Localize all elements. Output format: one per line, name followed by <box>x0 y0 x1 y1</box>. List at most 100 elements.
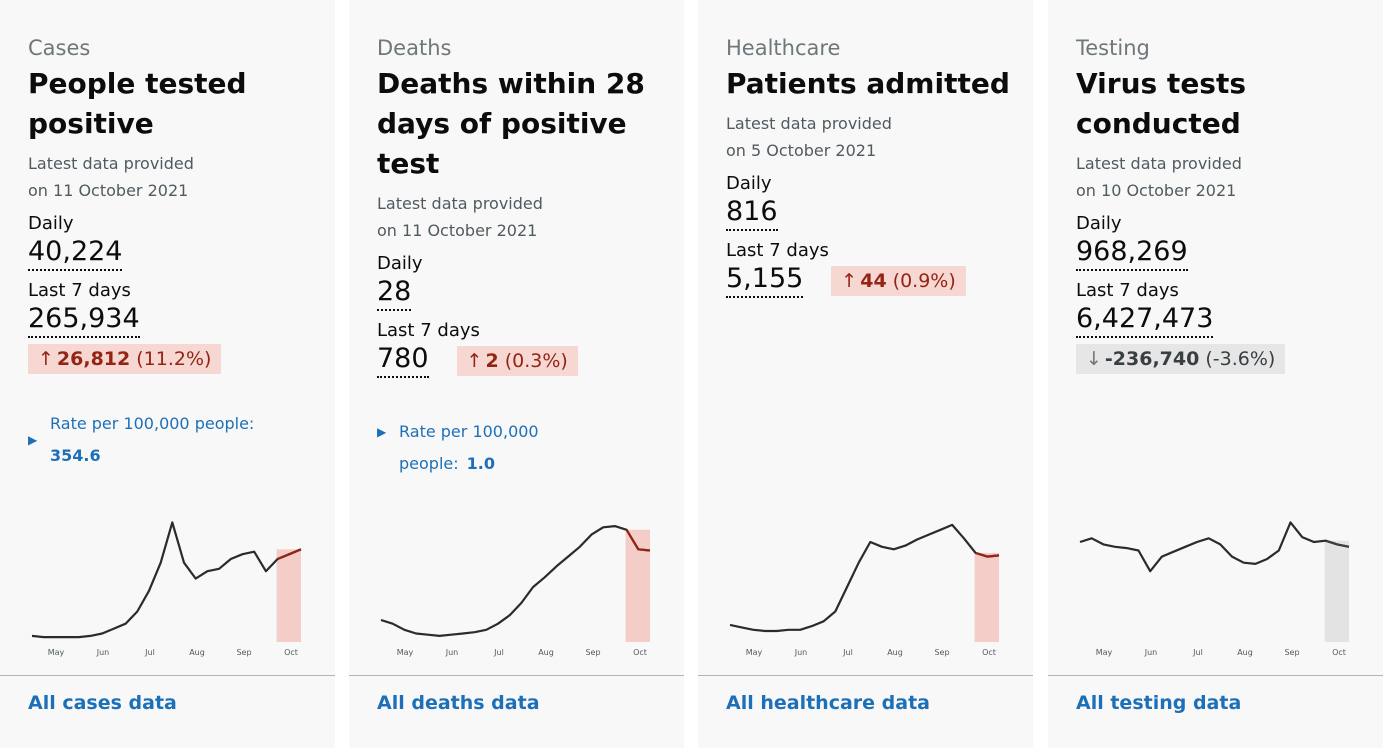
sparkline: May Jun Jul Aug Sep Oct <box>380 525 651 657</box>
card-title: People tested positive <box>28 67 247 140</box>
data-link[interactable]: All deaths data <box>377 692 540 714</box>
month-label: Sep <box>1284 648 1299 657</box>
daily-label: Daily <box>1076 213 1122 234</box>
change-badge: ↓ -236,740 (-3.6%) <box>1076 344 1286 374</box>
change-percent: (11.2%) <box>136 348 212 370</box>
month-label: Jul <box>1192 648 1203 657</box>
week-value: 780 <box>377 343 429 378</box>
week-row: 5,155 ↑ 44 (0.9%) <box>726 263 1021 298</box>
arrow-icon: ↑ <box>38 348 54 370</box>
week-value: 5,155 <box>726 263 804 298</box>
trend-line <box>1079 521 1350 573</box>
category: Testing <box>1076 36 1150 60</box>
month-label: Jun <box>794 648 808 657</box>
latest-week-highlight <box>1324 540 1349 642</box>
change-value: 26,812 <box>56 348 131 370</box>
week-value: 6,427,473 <box>1076 303 1214 338</box>
data-link[interactable]: All healthcare data <box>726 692 930 714</box>
month-label: May <box>1096 648 1113 657</box>
latest-week-line <box>1325 539 1350 548</box>
divider <box>1048 675 1383 676</box>
category: Healthcare <box>726 36 841 60</box>
category: Cases <box>28 36 91 60</box>
month-label: Jul <box>493 648 504 657</box>
month-label: Sep <box>236 648 251 657</box>
rate-label: Rate per 100,000 people: <box>50 414 255 433</box>
change-badge: ↑ 44 (0.9%) <box>831 265 966 296</box>
data-link[interactable]: All cases data <box>28 692 177 714</box>
change-value: -236,740 <box>1104 348 1200 370</box>
week-row: 780 ↑ 2 (0.3%) <box>377 343 672 378</box>
month-label: Aug <box>1237 648 1253 657</box>
trend-line <box>31 521 302 639</box>
trend-line <box>380 525 651 637</box>
card: Deaths Deaths within 28 days of positive … <box>349 0 684 748</box>
rate-text: Rate per 100,000 people: 1.0 <box>399 416 629 480</box>
week-value: 265,934 <box>28 303 140 338</box>
daily-label: Daily <box>726 173 772 194</box>
month-label: Oct <box>982 648 996 657</box>
arrow-icon: ↑ <box>841 269 858 292</box>
card-body: Healthcare Patients admitted Latest data p… <box>726 34 1021 298</box>
rate-text: Rate per 100,000 people: 354.6 <box>50 408 254 472</box>
month-label: Sep <box>934 648 949 657</box>
change-percent: (-3.6%) <box>1205 348 1276 370</box>
card-body: Cases People tested positive Latest data p… <box>28 34 323 472</box>
rate-value: 354.6 <box>50 446 101 465</box>
week-label: Last 7 days <box>726 240 829 261</box>
latest-week-line <box>625 529 651 552</box>
date-text: Latest data provided on 5 October 2021 <box>726 114 892 160</box>
card: Cases People tested positive Latest data p… <box>0 0 335 748</box>
month-label: Jun <box>1144 648 1158 657</box>
month-label: Jun <box>445 648 459 657</box>
date-text: Latest data provided on 11 October 2021 <box>377 194 543 240</box>
month-label: Jul <box>144 648 155 657</box>
sparkline: May Jun Jul Aug Sep Oct <box>31 521 302 657</box>
rate-value: 1.0 <box>466 454 495 473</box>
rate: ▶ Rate per 100,000 people: 1.0 <box>377 416 672 480</box>
rate: ▶ Rate per 100,000 people: 354.6 <box>28 408 323 472</box>
rate-label: Rate per 100,000 people: <box>399 422 539 473</box>
change-percent: (0.3%) <box>504 349 568 372</box>
week-row: 265,934 ↑ 26,812 (11.2%) <box>28 303 323 374</box>
daily-label: Daily <box>28 213 74 234</box>
card-title: Deaths within 28 days of positive test <box>377 67 645 180</box>
month-label: Oct <box>1332 648 1346 657</box>
week-label: Last 7 days <box>377 320 480 341</box>
arrow-icon: ↓ <box>1086 348 1102 370</box>
divider <box>698 675 1033 676</box>
divider <box>349 675 684 676</box>
sparkline: May Jun Jul Aug Sep Oct <box>1079 521 1350 657</box>
trend-line <box>729 523 1000 633</box>
rate-icon: ▶ <box>28 433 38 447</box>
card-body: Testing Virus tests conducted Latest data … <box>1076 34 1371 374</box>
daily-value: 968,269 <box>1076 236 1188 271</box>
divider <box>0 675 335 676</box>
month-label: May <box>746 648 763 657</box>
month-label: Oct <box>633 648 647 657</box>
change-badge: ↑ 2 (0.3%) <box>456 345 578 376</box>
daily-label: Daily <box>377 253 423 274</box>
week-label: Last 7 days <box>28 280 131 301</box>
sparkline: May Jun Jul Aug Sep Oct <box>729 523 1000 657</box>
card-body: Deaths Deaths within 28 days of positive … <box>377 34 672 480</box>
card: Testing Virus tests conducted Latest data … <box>1048 0 1383 748</box>
daily-value: 816 <box>726 196 778 231</box>
change-percent: (0.9%) <box>892 269 956 292</box>
change-badge: ↑ 26,812 (11.2%) <box>28 344 222 374</box>
latest-week-highlight <box>974 552 999 642</box>
change-value: 44 <box>860 269 887 292</box>
latest-week-highlight <box>276 549 301 642</box>
card-title: Virus tests conducted <box>1076 67 1247 140</box>
data-link[interactable]: All testing data <box>1076 692 1242 714</box>
category: Deaths <box>377 36 452 60</box>
arrow-icon: ↑ <box>466 349 483 372</box>
week-label: Last 7 days <box>1076 280 1179 301</box>
month-label: Aug <box>538 648 554 657</box>
latest-week-line <box>975 551 1000 558</box>
month-label: May <box>48 648 65 657</box>
daily-value: 40,224 <box>28 236 123 271</box>
month-label: Jul <box>842 648 853 657</box>
latest-week-line <box>277 548 302 561</box>
